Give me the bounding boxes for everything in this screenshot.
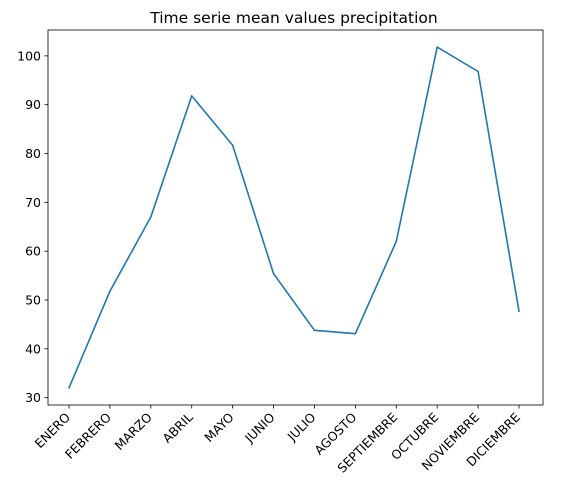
y-tick-label: 90 <box>25 97 41 112</box>
data-point <box>232 144 234 146</box>
y-tick-label: 40 <box>25 341 41 356</box>
y-tick-label: 60 <box>25 244 41 259</box>
y-tick-label: 70 <box>25 195 41 210</box>
plot-frame <box>48 30 543 405</box>
data-point <box>150 216 152 218</box>
series-line <box>69 47 519 388</box>
chart-title: Time serie mean values precipitation <box>149 9 437 27</box>
data-point <box>395 241 397 243</box>
y-tick-label: 30 <box>25 390 41 405</box>
data-point <box>68 387 70 389</box>
data-point <box>191 95 193 97</box>
data-point <box>436 46 438 48</box>
x-tick-label: ABRIL <box>159 409 195 445</box>
plot-area <box>68 46 520 388</box>
data-point <box>518 310 520 312</box>
x-tick-label: MARZO <box>111 409 155 453</box>
data-point <box>314 329 316 331</box>
x-tick-label: JUNIO <box>241 409 278 446</box>
data-point <box>477 71 479 73</box>
y-tick-label: 80 <box>25 146 41 161</box>
data-point <box>355 333 357 335</box>
x-tick-label: MAYO <box>201 409 237 445</box>
data-point <box>109 290 111 292</box>
y-axis: 30 40 50 60 70 80 90 100 <box>17 48 48 405</box>
x-tick-label: JULIO <box>284 409 319 444</box>
data-point <box>273 273 275 275</box>
y-tick-label: 100 <box>17 48 41 63</box>
y-tick-label: 50 <box>25 293 41 308</box>
